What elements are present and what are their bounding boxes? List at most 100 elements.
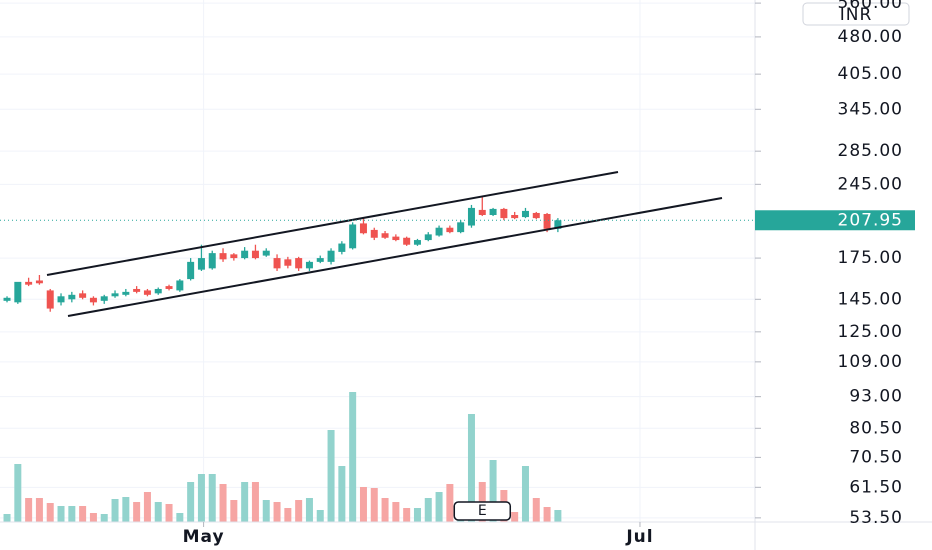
candle-body (478, 209, 486, 216)
volume-bar (305, 498, 313, 522)
candle-body (230, 254, 238, 259)
candle-body (359, 223, 367, 234)
volume-bar (424, 498, 432, 522)
volume-bar (338, 466, 346, 522)
x-tick-label: Jul (625, 527, 653, 547)
candle-body (305, 261, 313, 269)
volume-bar (532, 498, 540, 522)
y-tick-label: 175.00 (838, 248, 903, 268)
volume-layer (3, 392, 562, 522)
candle-body (327, 250, 335, 262)
candle-body (133, 288, 141, 292)
currency-badge[interactable] (802, 2, 910, 26)
candle-body (435, 227, 443, 236)
overlay: 560.00 480.00 405.00 345.00 285.00 245.00 175.… (0, 0, 915, 547)
candle-body (403, 237, 411, 245)
candle-body (284, 259, 292, 266)
candle-body (446, 227, 454, 233)
volume-bar (208, 474, 216, 522)
volume-bar (100, 514, 108, 522)
volume-bar (489, 460, 497, 522)
channel-lower (67, 197, 723, 317)
candle-body (111, 293, 119, 297)
candle-body (68, 294, 76, 300)
volume-bar (327, 430, 335, 522)
volume-bar (381, 498, 389, 522)
volume-bar (111, 499, 119, 522)
earnings-badge (453, 501, 512, 521)
volume-bar (273, 502, 281, 522)
volume-bar (392, 502, 400, 522)
volume-bar (349, 392, 357, 522)
candle-body (143, 290, 151, 295)
volume-bar (262, 500, 270, 522)
volume-bar (25, 498, 33, 522)
volume-bar (14, 464, 22, 522)
volume-bar (284, 508, 292, 522)
earnings-label: E (478, 503, 487, 519)
volume-bar (413, 508, 421, 522)
volume-bar (176, 513, 184, 522)
candle-body (489, 208, 497, 216)
volume-bar (230, 500, 238, 522)
y-tick-label: 145.00 (838, 289, 903, 309)
candle-body (316, 258, 324, 262)
candle-body (370, 229, 378, 238)
y-tick-label: 80.50 (849, 418, 903, 438)
candle-body (208, 253, 216, 269)
volume-bar (219, 484, 227, 522)
candle-body (197, 258, 205, 270)
volume-bar (165, 504, 173, 522)
y-tick-label: 345.00 (838, 99, 903, 119)
candle-body (273, 258, 281, 269)
volume-bar (435, 492, 443, 522)
candle-body (500, 208, 508, 219)
candle-body (100, 296, 108, 301)
candle-body (25, 281, 33, 285)
candle-body (295, 258, 303, 269)
volume-bar (3, 514, 11, 522)
volume-bar (543, 507, 551, 522)
candle-body (219, 253, 227, 260)
candle-body (338, 243, 346, 252)
volume-bar (521, 466, 529, 522)
candle-body (392, 236, 400, 241)
candle-body (424, 234, 432, 241)
candle-body (176, 280, 184, 291)
volume-bar (122, 497, 130, 522)
y-tick-label: 93.00 (849, 387, 903, 407)
volume-bar (89, 513, 97, 522)
current-price-badge (755, 210, 915, 231)
volume-bar (251, 482, 259, 522)
volume-bar (316, 510, 324, 522)
volume-bar (554, 510, 562, 522)
candle-body (521, 210, 529, 218)
volume-bar (133, 502, 141, 522)
candle-body (57, 296, 65, 303)
candle-body (46, 290, 54, 309)
candle-body (457, 222, 465, 233)
volume-bar (197, 474, 205, 522)
volume-bar (511, 512, 519, 522)
candle-body (413, 240, 421, 245)
candle-body (241, 250, 249, 259)
volume-bar (154, 502, 162, 522)
candle-body (187, 261, 195, 280)
candle-body (3, 297, 11, 301)
volume-bar (467, 414, 475, 522)
candle-layer (3, 196, 562, 312)
y-tick-label: 285.00 (838, 141, 903, 161)
volume-bar (187, 482, 195, 522)
y-tick-label: 53.50 (849, 508, 903, 528)
current-price-label: 207.95 (838, 210, 903, 230)
y-tick-label: 109.00 (838, 352, 903, 372)
candle-body (381, 233, 389, 238)
y-tick-label: 480.00 (838, 27, 903, 47)
volume-bar (370, 488, 378, 522)
candle-body (532, 212, 540, 219)
candle-body (35, 280, 43, 284)
candle-body (154, 288, 162, 294)
channel-upper (46, 171, 619, 276)
